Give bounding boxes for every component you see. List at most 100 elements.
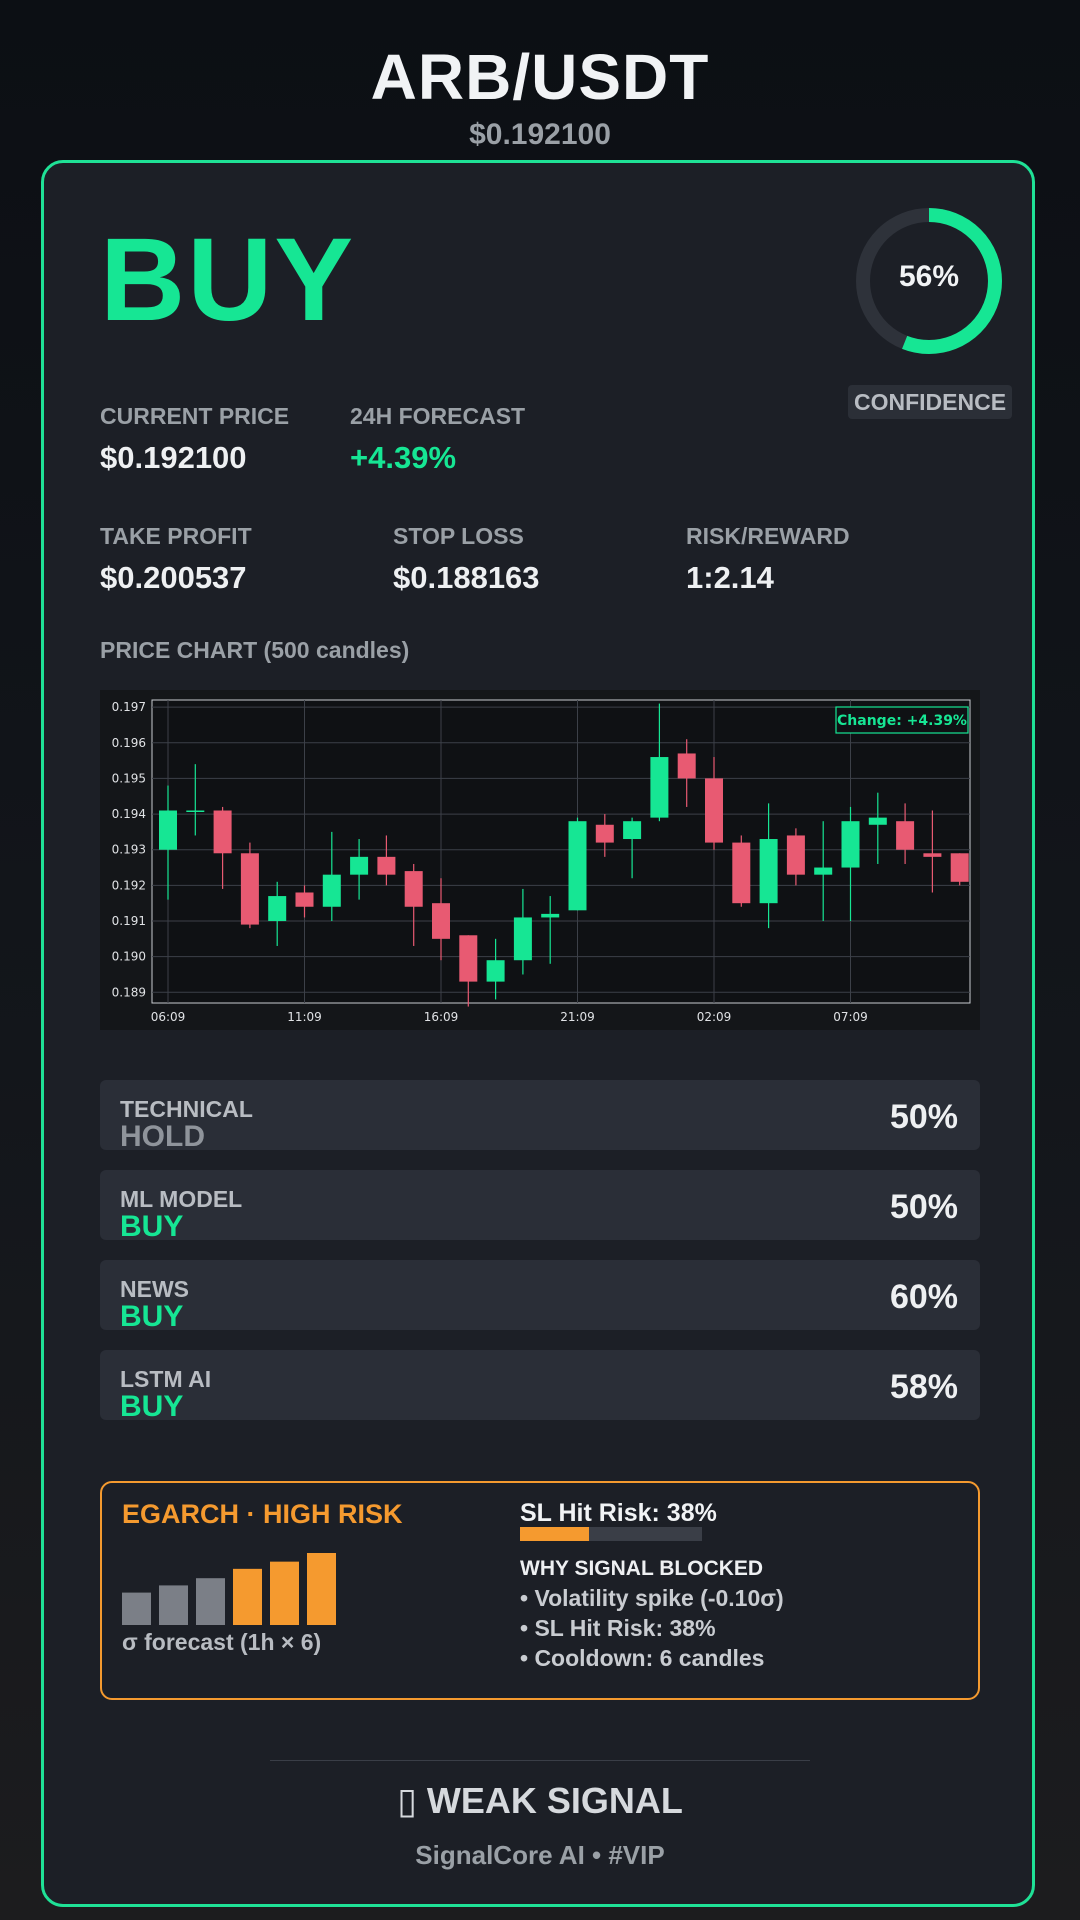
- candle-body: [868, 817, 887, 825]
- candle-body: [623, 821, 642, 840]
- component-confidence: 58%: [889, 1368, 958, 1406]
- component-row: LSTM AI BUY 58%: [100, 1350, 980, 1423]
- header-price: $0.192100: [469, 118, 611, 151]
- component-confidence: 50%: [889, 1098, 958, 1136]
- why-item: • Cooldown: 6 candles: [520, 1645, 765, 1671]
- component-row: ML MODEL BUY 50%: [100, 1170, 980, 1243]
- y-tick-label: 0.195: [112, 771, 146, 785]
- sigma-bar: [307, 1553, 336, 1625]
- sl-hit-risk-label: SL Hit Risk: 38%: [520, 1499, 717, 1527]
- component-signal: BUY: [120, 1300, 184, 1333]
- why-item: • SL Hit Risk: 38%: [520, 1615, 716, 1641]
- change-annotation: Change: +4.39%: [837, 713, 967, 729]
- sl-hit-risk-fill: [520, 1527, 590, 1541]
- sigma-bar: [122, 1592, 151, 1625]
- stop-loss-value: $0.188163: [393, 560, 540, 595]
- component-row: NEWS BUY 60%: [100, 1260, 980, 1333]
- candle-body: [595, 824, 614, 843]
- candle-body: [950, 853, 969, 882]
- sigma-forecast-bars: [122, 1553, 336, 1625]
- candle-body: [268, 896, 287, 922]
- stop-loss-label: STOP LOSS: [393, 523, 524, 549]
- candle-body: [432, 903, 450, 939]
- change-annotation-box: [835, 706, 969, 734]
- candle-body: [486, 960, 505, 982]
- y-tick-label: 0.192: [112, 878, 146, 892]
- plot-area: [151, 699, 971, 1004]
- sigma-bar: [159, 1585, 188, 1625]
- current-price-label: CURRENT PRICE: [100, 403, 290, 429]
- component-signal: HOLD: [120, 1120, 205, 1153]
- x-tick-label: 06:09: [151, 1010, 186, 1024]
- x-tick-label: 02:09: [697, 1010, 732, 1024]
- forecast-value: +4.39%: [350, 440, 457, 475]
- why-item: • Volatility spike (-0.10σ): [520, 1585, 784, 1611]
- footer-divider: [270, 1760, 810, 1761]
- candle-body: [322, 874, 341, 907]
- candle-body: [896, 821, 915, 850]
- x-tick-label: 07:09: [833, 1010, 868, 1024]
- sigma-bar: [196, 1578, 225, 1625]
- candle-body: [295, 892, 314, 907]
- x-tick-label: 21:09: [560, 1010, 595, 1024]
- component-name: ML MODEL: [120, 1186, 243, 1212]
- y-tick-label: 0.196: [112, 736, 146, 750]
- component-signal: BUY: [120, 1210, 184, 1243]
- signal-strength: ▯ WEAK SIGNAL: [397, 1780, 683, 1821]
- forecast-label: 24H FORECAST: [350, 403, 526, 429]
- candle-body: [841, 821, 860, 868]
- candle-body: [759, 839, 778, 904]
- candle-body: [186, 810, 205, 813]
- candle-body: [377, 856, 396, 875]
- pair-title: ARB/USDT: [370, 41, 710, 113]
- sl-hit-risk-bar: [520, 1527, 702, 1541]
- sigma-label: σ forecast (1h × 6): [122, 1629, 322, 1655]
- risk-reward-value: 1:2.14: [686, 560, 774, 595]
- component-confidence: 50%: [889, 1188, 958, 1226]
- component-name: NEWS: [120, 1276, 189, 1302]
- risk-title: EGARCH · HIGH RISK: [122, 1499, 403, 1529]
- component-confidence: 60%: [889, 1278, 958, 1316]
- x-tick-label: 16:09: [424, 1010, 459, 1024]
- candlestick-chart: 0.197 0.196 0.195 0.194 0.193 0.192 0.191 0.190…: [112, 699, 971, 1024]
- y-tick-label: 0.194: [112, 807, 146, 821]
- confidence-label: CONFIDENCE: [848, 385, 1012, 419]
- y-tick-label: 0.191: [112, 914, 146, 928]
- sigma-bar: [233, 1568, 262, 1625]
- x-tick-label: 11:09: [287, 1010, 322, 1024]
- candle-body: [814, 867, 833, 875]
- candle-body: [513, 917, 532, 961]
- why-blocked-title: WHY SIGNAL BLOCKED: [520, 1557, 764, 1580]
- component-name: LSTM AI: [120, 1366, 212, 1392]
- candle-body: [240, 853, 259, 925]
- take-profit-label: TAKE PROFIT: [100, 523, 252, 549]
- confidence-value: 56%: [898, 260, 960, 293]
- confidence-ring: [856, 208, 1002, 354]
- y-tick-label: 0.190: [112, 950, 146, 964]
- y-tick-label: 0.197: [112, 700, 146, 714]
- y-tick-label: 0.193: [112, 843, 146, 857]
- chart-section-title: PRICE CHART (500 candles): [100, 637, 410, 663]
- y-tick-label: 0.189: [112, 985, 146, 999]
- component-row: TECHNICAL HOLD 50%: [100, 1080, 980, 1153]
- candle-body: [404, 871, 423, 907]
- candle-body: [213, 810, 232, 854]
- candle-body: [732, 842, 751, 904]
- current-price-value: $0.192100: [100, 440, 247, 475]
- sigma-bar: [270, 1561, 299, 1625]
- signal-label: BUY: [100, 214, 356, 346]
- candle-body: [350, 856, 369, 875]
- risk-panel: EGARCH · HIGH RISK σ forecast (1h × 6) S…: [100, 1481, 980, 1700]
- price-chart: 0.197 0.196 0.195 0.194 0.193 0.192 0.191 0.190…: [100, 690, 980, 1030]
- take-profit-value: $0.200537: [100, 560, 247, 595]
- risk-reward-label: RISK/REWARD: [686, 523, 850, 549]
- candle-body: [459, 935, 478, 982]
- component-signal: BUY: [120, 1390, 184, 1423]
- candle-body: [786, 835, 805, 875]
- component-name: TECHNICAL: [120, 1096, 253, 1122]
- candle-body: [159, 810, 177, 850]
- candle-body: [677, 753, 696, 779]
- candle-body: [705, 778, 723, 843]
- brand-footer: SignalCore AI • #VIP: [415, 1840, 665, 1870]
- candle-body: [650, 757, 669, 818]
